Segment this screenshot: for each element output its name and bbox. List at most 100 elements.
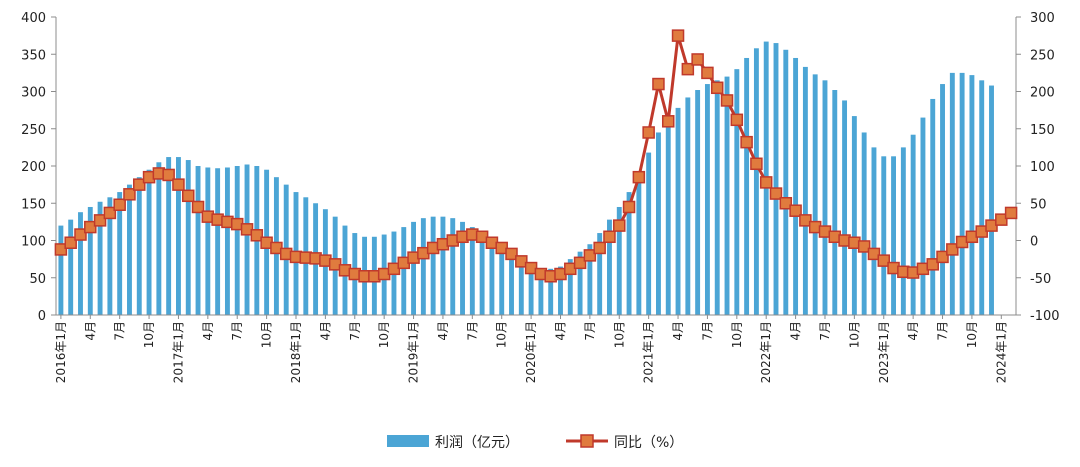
profit-bar xyxy=(528,264,534,315)
profit-bar xyxy=(499,246,505,315)
profit-bar xyxy=(166,157,172,315)
profit-bar xyxy=(842,100,848,315)
x-tick-label: 4月 xyxy=(906,321,920,341)
profit-bar xyxy=(567,259,573,316)
x-tick-label: 7月 xyxy=(700,321,714,341)
profit-bar xyxy=(430,216,436,315)
x-tick-label: 7月 xyxy=(936,321,950,341)
yoy-marker xyxy=(730,113,744,127)
x-tick-label: 7月 xyxy=(465,321,479,341)
yoy-marker xyxy=(750,157,763,171)
profit-bar xyxy=(176,157,181,315)
left-tick-label: 150 xyxy=(21,197,46,212)
x-tick-label: 4月 xyxy=(553,321,567,341)
profit-bar xyxy=(656,132,661,315)
right-tick-label: -50 xyxy=(1030,272,1051,287)
x-tick-label: 4月 xyxy=(201,321,215,341)
x-tick-label: 7月 xyxy=(348,321,362,341)
profit-bar xyxy=(587,244,593,315)
x-tick-label: 2017年1月 xyxy=(171,321,185,383)
profit-bar xyxy=(695,90,701,315)
profit-bar xyxy=(646,152,652,315)
profit-bar xyxy=(479,233,485,315)
yoy-marker xyxy=(799,214,812,227)
yoy-line xyxy=(60,34,1012,278)
profit-bar xyxy=(979,80,985,315)
profit-bar xyxy=(205,167,211,315)
profit-bar xyxy=(401,227,407,315)
profit-bar xyxy=(234,166,240,315)
left-tick-label: 300 xyxy=(21,86,46,101)
left-tick-label: 200 xyxy=(21,160,46,175)
profit-bar xyxy=(518,259,524,316)
x-tick-label: 2016年1月 xyxy=(54,321,68,383)
profit-bar xyxy=(538,268,544,315)
profit-bar xyxy=(127,184,132,316)
yoy-marker xyxy=(191,200,205,214)
profit-bar xyxy=(577,251,583,315)
x-tick-label: 4月 xyxy=(671,321,685,341)
legend-label-yoy: 同比（%） xyxy=(614,435,683,451)
x-tick-label: 2019年1月 xyxy=(407,321,421,383)
profit-bar xyxy=(989,85,994,315)
right-tick-label: 0 xyxy=(1030,235,1038,250)
x-tick-label: 10月 xyxy=(377,321,391,348)
right-tick-label: -100 xyxy=(1030,309,1060,324)
yoy-marker xyxy=(103,206,117,220)
profit-bar xyxy=(822,80,828,315)
profit-bar xyxy=(68,219,74,315)
legend-marker-yoy xyxy=(580,434,594,448)
yoy-marker xyxy=(857,240,871,253)
x-tick-label: 7月 xyxy=(113,321,127,341)
x-tick-label: 4月 xyxy=(83,321,97,341)
profit-bar xyxy=(156,162,162,315)
x-tick-label: 10月 xyxy=(260,321,274,348)
yoy-marker xyxy=(123,188,136,201)
right-tick-label: 150 xyxy=(1030,123,1055,138)
yoy-marker xyxy=(181,189,195,203)
yoy-marker xyxy=(1004,206,1018,220)
yoy-marker xyxy=(877,254,891,267)
legend: 利润（亿元） 同比（%） xyxy=(387,434,683,451)
yoy-marker xyxy=(505,247,518,261)
profit-bar xyxy=(714,80,720,315)
profit-bar xyxy=(78,212,83,315)
profit-bar xyxy=(215,168,221,315)
x-tick-label: 10月 xyxy=(847,321,861,348)
profit-bar xyxy=(195,166,201,315)
right-tick-label: 200 xyxy=(1030,86,1055,101)
yoy-marker xyxy=(661,115,675,128)
profit-bar xyxy=(411,221,416,316)
profit-bar xyxy=(744,57,750,315)
profit-bar xyxy=(244,164,250,315)
profit-bar xyxy=(940,84,945,315)
yoy-marker xyxy=(681,62,695,76)
yoy-marker xyxy=(250,229,264,242)
profit-bar xyxy=(185,160,191,315)
profit-bar xyxy=(626,192,632,315)
profit-bar xyxy=(832,90,838,315)
profit-bar xyxy=(930,98,936,315)
yoy-marker xyxy=(133,178,146,191)
x-tick-label: 7月 xyxy=(818,321,832,341)
yoy-marker xyxy=(936,250,949,264)
yoy-marker xyxy=(603,230,616,244)
left-y-axis-ticks: 0 50 100 150 200 250 300 350 400 xyxy=(21,11,56,324)
x-tick-label: 4月 xyxy=(318,321,332,341)
yoy-marker xyxy=(74,228,87,241)
yoy-marker xyxy=(632,170,646,184)
yoy-marker xyxy=(162,168,175,182)
profit-bar xyxy=(440,216,446,315)
profit-bar xyxy=(636,173,642,315)
profit-bar xyxy=(665,119,671,315)
yoy-marker xyxy=(769,187,783,200)
yoy-marker xyxy=(740,135,753,149)
profit-bar xyxy=(724,76,730,315)
yoy-marker xyxy=(946,243,959,256)
yoy-marker xyxy=(172,178,185,191)
yoy-marker xyxy=(64,236,77,249)
yoy-marker xyxy=(593,241,606,255)
profit-bar xyxy=(851,116,857,315)
x-tick-label: 7月 xyxy=(230,321,244,341)
x-tick-label: 10月 xyxy=(612,321,626,348)
